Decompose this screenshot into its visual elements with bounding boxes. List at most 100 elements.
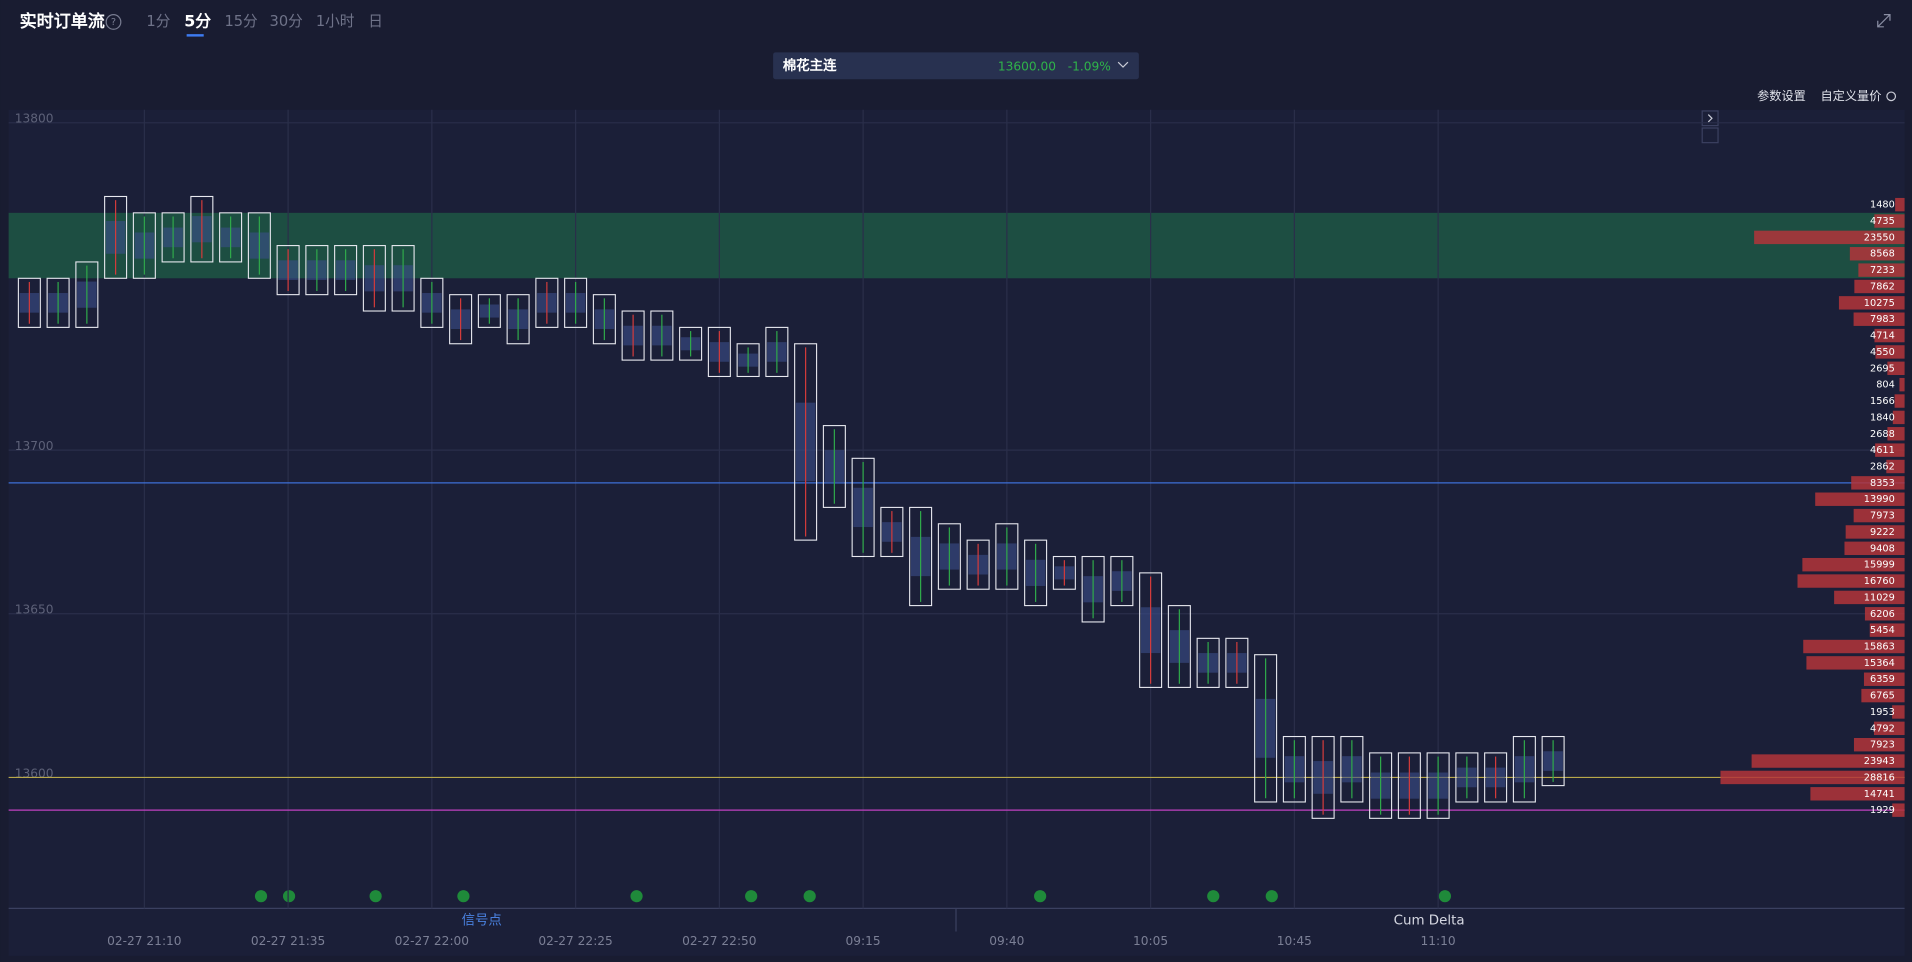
settings-button[interactable]: 参数设置 xyxy=(1757,88,1806,103)
footprint-box xyxy=(190,195,214,263)
footprint-box xyxy=(391,245,415,312)
footprint-box xyxy=(765,326,789,378)
x-tick-label: 09:40 xyxy=(989,934,1024,948)
profile-bar xyxy=(1899,377,1905,392)
profile-label: 13990 xyxy=(1864,494,1895,505)
profile-label: 1480 xyxy=(1870,200,1895,211)
profile-bar xyxy=(1854,279,1905,294)
footprint-box xyxy=(707,326,731,378)
profile-bar xyxy=(1797,574,1905,588)
footprint-box xyxy=(794,343,818,541)
footprint-box xyxy=(564,277,588,328)
footprint-box xyxy=(851,457,875,558)
footprint-box xyxy=(621,310,645,361)
signal xyxy=(1265,890,1278,903)
profile-bar xyxy=(1853,312,1905,326)
profile-label: 7233 xyxy=(1870,265,1895,276)
profile-bar xyxy=(1853,737,1905,752)
profile-label: 15999 xyxy=(1864,560,1895,571)
profile-bar xyxy=(1720,770,1905,785)
title: 实时订单流 xyxy=(20,11,105,32)
footprint-box xyxy=(219,212,243,263)
profile-bar xyxy=(1861,688,1905,703)
custom-button[interactable]: 自定义量价 xyxy=(1820,88,1881,103)
x-tick-label: 10:05 xyxy=(1133,934,1168,948)
signal xyxy=(803,890,816,903)
footprint-box xyxy=(937,523,961,590)
tab[interactable]: 30分 xyxy=(270,13,304,30)
profile-bar xyxy=(1834,590,1905,605)
tab[interactable]: 15分 xyxy=(224,13,258,30)
profile-label: 23550 xyxy=(1864,232,1895,243)
footprint-box xyxy=(1024,539,1048,607)
footprint-box xyxy=(909,506,933,607)
footprint-box xyxy=(1282,735,1306,803)
footprint-box xyxy=(449,294,473,345)
profile-bar xyxy=(1838,296,1905,310)
profile-label: 4550 xyxy=(1870,347,1895,358)
footprint-box xyxy=(1541,735,1565,787)
collapse-icon[interactable] xyxy=(1877,14,1891,28)
profile-bar xyxy=(1803,639,1905,654)
profile-bar xyxy=(1802,557,1905,572)
profile-bar xyxy=(1875,443,1905,457)
profile-bar xyxy=(1858,263,1905,277)
profile-label: 7973 xyxy=(1870,511,1895,522)
instrument-box[interactable] xyxy=(773,52,1139,80)
profile-label: 9222 xyxy=(1870,527,1895,538)
profile-bar xyxy=(1874,328,1905,343)
footprint-box xyxy=(1081,555,1105,623)
profile-bar xyxy=(1869,623,1905,637)
x-tick-label: 02-27 22:00 xyxy=(395,934,469,948)
footprint-box xyxy=(880,506,904,558)
profile-label: 1840 xyxy=(1870,412,1895,423)
profile-label: 5454 xyxy=(1870,625,1895,636)
x-tick-label: 02-27 22:50 xyxy=(682,934,756,948)
help-icon[interactable] xyxy=(105,14,122,30)
footprint-box xyxy=(1110,555,1134,607)
profile-label: 28816 xyxy=(1864,772,1895,783)
footprint-box xyxy=(822,425,846,508)
signal xyxy=(282,890,296,903)
y-tick-label: 13700 xyxy=(15,439,54,453)
profile-label: 8353 xyxy=(1870,478,1895,489)
profile-bar xyxy=(1875,345,1905,359)
custom-icon[interactable] xyxy=(1886,91,1897,102)
footprint-box xyxy=(1196,637,1220,688)
footprint-box xyxy=(1426,752,1450,819)
tab[interactable]: 1小时 xyxy=(316,13,355,30)
footprint-box xyxy=(276,245,300,296)
tab[interactable]: 日 xyxy=(368,13,383,30)
signal xyxy=(1207,890,1220,903)
signal xyxy=(745,890,758,903)
footprint-box xyxy=(477,294,501,328)
signal xyxy=(457,890,470,903)
footprint-box xyxy=(161,212,185,263)
footprint-box xyxy=(1340,735,1364,803)
footprint-box xyxy=(592,294,616,345)
profile-label: 8568 xyxy=(1870,249,1895,260)
tab-active[interactable]: 5分 xyxy=(184,11,211,30)
info-button[interactable] xyxy=(1701,127,1719,144)
x-tick-label: 02-27 21:35 xyxy=(251,934,325,948)
pane-tab[interactable]: 信号点 xyxy=(462,913,502,929)
footprint-box xyxy=(1167,605,1191,688)
profile-bar xyxy=(1873,721,1905,736)
profile-label: 7983 xyxy=(1870,314,1895,325)
signals xyxy=(254,890,1452,903)
profile-label: 14741 xyxy=(1864,789,1895,800)
tab[interactable]: 1分 xyxy=(146,13,170,30)
x-tick-label: 11:10 xyxy=(1421,934,1456,948)
profile-bar xyxy=(1844,541,1905,556)
signal xyxy=(1438,890,1452,903)
help[interactable]: ? xyxy=(111,17,116,28)
footprint-box xyxy=(966,539,990,590)
profile-bar xyxy=(1895,197,1905,212)
profile-bar xyxy=(1754,230,1905,245)
x-tick-label: 10:45 xyxy=(1277,934,1312,948)
y-tick-label: 13600 xyxy=(15,766,54,780)
expand-button[interactable] xyxy=(1701,110,1719,127)
profile-label: 804 xyxy=(1876,380,1895,391)
pane-tab[interactable]: Cum Delta xyxy=(1394,914,1465,929)
footprint-box xyxy=(650,310,674,361)
